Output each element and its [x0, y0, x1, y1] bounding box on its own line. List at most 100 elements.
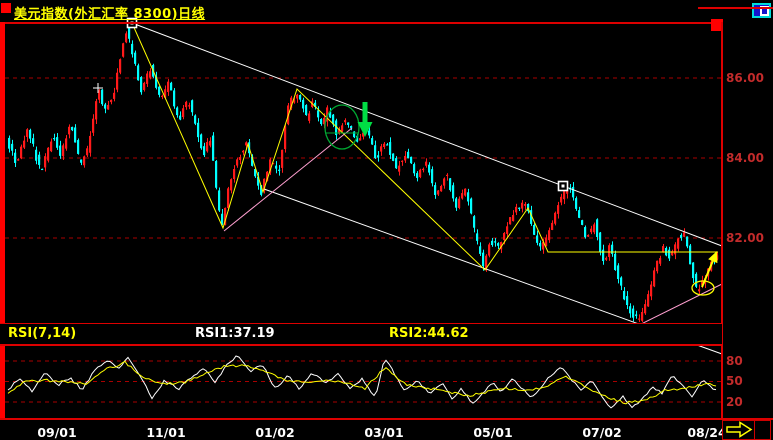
time-label-07-02: 07/02 [582, 425, 622, 440]
candle-body [398, 165, 401, 172]
candle-body [461, 193, 464, 199]
candle-body [215, 161, 218, 188]
candle-body [476, 233, 479, 241]
candle-body [560, 196, 563, 203]
candle-body [386, 144, 389, 146]
candle-body [674, 244, 677, 255]
time-label-03-01: 03/01 [364, 425, 404, 440]
candle-body [260, 185, 263, 195]
candle-body [347, 122, 350, 125]
candle-body [17, 159, 20, 161]
candle-body [44, 156, 47, 168]
candle-body [86, 148, 89, 156]
candle-body [218, 190, 221, 211]
candle-body [239, 157, 242, 160]
candle-body [524, 204, 527, 206]
candle-body [29, 129, 32, 139]
candle-body [176, 107, 179, 116]
candle-wick [54, 133, 55, 141]
candle-body [593, 224, 596, 233]
pink-support-line-1 [223, 127, 353, 232]
candle-body [317, 110, 320, 118]
candle-body [158, 86, 161, 95]
candle-body [422, 168, 425, 171]
candle-body [185, 101, 188, 108]
candle-body [284, 126, 287, 150]
rsi1-line [7, 355, 717, 409]
nav-button-divider [754, 421, 755, 439]
upper-trendline [131, 22, 723, 247]
candle-body [497, 243, 500, 246]
candle-body [335, 120, 338, 135]
candle-body [65, 138, 68, 149]
candle-body [62, 145, 65, 157]
candle-body [338, 129, 341, 134]
candle-body [209, 140, 212, 146]
rsi-band-bottom-separator [0, 344, 722, 346]
candle-body [557, 205, 560, 214]
candle-body [182, 108, 185, 118]
next-page-button[interactable] [722, 420, 771, 440]
candle-body [644, 304, 647, 314]
candle-body [134, 52, 137, 64]
candle-body [263, 178, 266, 192]
candle-body [428, 164, 431, 173]
candle-body [623, 290, 626, 300]
candle-body [608, 245, 611, 257]
candle-body [227, 188, 230, 209]
candle-body [374, 145, 377, 159]
candle-body [59, 145, 62, 156]
candle-body [206, 142, 209, 152]
candle-body [56, 137, 59, 148]
candle-wick [387, 142, 388, 146]
candle-body [638, 318, 641, 320]
candle-body [575, 198, 578, 209]
candle-body [320, 118, 323, 124]
candle-body [305, 105, 308, 116]
candle-body [425, 161, 428, 166]
candle-body [545, 237, 548, 247]
scroll-position-marker[interactable] [711, 19, 723, 31]
candle-body [296, 94, 299, 99]
candle-body [479, 246, 482, 254]
candle-body [143, 82, 146, 91]
time-label-05-01: 05/01 [473, 425, 513, 440]
candle-body [500, 242, 503, 250]
candle-body [344, 120, 347, 123]
title-marker-square [1, 3, 11, 13]
time-label-01-02: 01/02 [255, 425, 295, 440]
candle-body [278, 169, 281, 171]
candle-body [20, 146, 23, 159]
candle-body [668, 249, 671, 259]
candle-body [323, 117, 326, 125]
candle-body [236, 159, 239, 166]
candle-body [413, 164, 416, 174]
candle-body [548, 230, 551, 241]
candle-body [380, 146, 383, 152]
candle-body [302, 99, 305, 109]
candle-body [563, 187, 566, 200]
candle-body [377, 155, 380, 158]
candle-body [71, 126, 74, 131]
candle-body [515, 206, 518, 213]
candle-body [596, 219, 599, 237]
window-restore-icon[interactable] [752, 3, 771, 18]
candle-body [407, 151, 410, 159]
candle-body [170, 82, 173, 91]
candle-body [38, 154, 41, 165]
candle-body [698, 289, 701, 292]
candle-body [224, 207, 227, 226]
time-label-09-01: 09/01 [37, 425, 77, 440]
candle-body [350, 125, 353, 129]
candle-body [128, 26, 131, 39]
candle-body [47, 147, 50, 161]
candle-body [677, 238, 680, 249]
candle-body [122, 43, 125, 57]
candle-body [80, 159, 83, 163]
candle-body [371, 138, 374, 145]
candle-body [32, 138, 35, 144]
candle-body [392, 153, 395, 161]
candle-body [614, 253, 617, 270]
trendline-handle-2[interactable] [561, 184, 565, 188]
